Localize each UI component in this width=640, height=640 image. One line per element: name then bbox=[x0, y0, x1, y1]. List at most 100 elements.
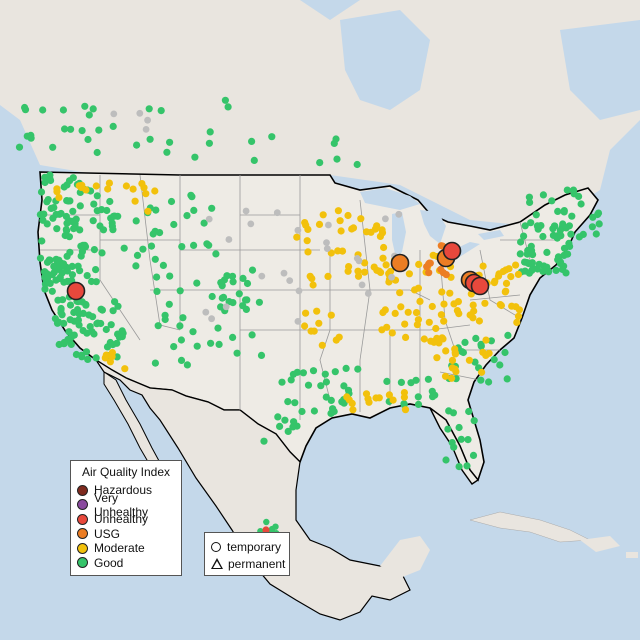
monitor-marker[interactable] bbox=[481, 299, 489, 307]
monitor-marker[interactable] bbox=[149, 230, 157, 238]
monitor-marker[interactable] bbox=[454, 298, 462, 306]
monitor-marker[interactable] bbox=[144, 207, 152, 215]
monitor-marker[interactable] bbox=[309, 367, 318, 375]
monitor-marker[interactable] bbox=[152, 206, 160, 214]
monitor-marker[interactable] bbox=[58, 311, 66, 319]
monitor-marker[interactable] bbox=[218, 294, 226, 302]
monitor-marker[interactable] bbox=[102, 325, 110, 334]
monitor-marker[interactable] bbox=[82, 348, 91, 356]
monitor-marker[interactable] bbox=[564, 250, 572, 258]
monitor-marker[interactable] bbox=[103, 206, 111, 215]
monitor-marker[interactable] bbox=[183, 361, 191, 369]
monitor-marker[interactable] bbox=[154, 322, 162, 330]
monitor-marker[interactable] bbox=[146, 135, 154, 143]
monitor-marker[interactable] bbox=[205, 241, 213, 249]
monitor-marker[interactable] bbox=[176, 322, 184, 330]
monitor-marker[interactable] bbox=[457, 435, 465, 443]
monitor-marker[interactable] bbox=[465, 407, 473, 416]
monitor-marker[interactable] bbox=[521, 258, 529, 266]
monitor-marker[interactable] bbox=[298, 407, 306, 416]
monitor-marker[interactable] bbox=[289, 423, 297, 431]
monitor-marker[interactable] bbox=[433, 354, 441, 362]
monitor-marker[interactable] bbox=[342, 364, 350, 372]
monitor-marker[interactable] bbox=[159, 261, 167, 269]
monitor-marker[interactable] bbox=[145, 105, 153, 113]
monitor-marker[interactable] bbox=[109, 212, 118, 220]
monitor-marker[interactable] bbox=[133, 141, 141, 149]
monitor-marker[interactable] bbox=[322, 378, 330, 386]
monitor-marker[interactable] bbox=[562, 224, 570, 232]
monitor-marker[interactable] bbox=[62, 225, 70, 234]
monitor-marker[interactable] bbox=[78, 127, 86, 135]
monitor-marker[interactable] bbox=[514, 312, 523, 320]
monitor-marker[interactable] bbox=[70, 308, 78, 317]
monitor-marker[interactable] bbox=[229, 278, 237, 286]
monitor-marker[interactable] bbox=[229, 333, 237, 341]
monitor-marker[interactable] bbox=[66, 316, 74, 324]
monitor-marker[interactable] bbox=[70, 331, 78, 339]
monitor-marker[interactable] bbox=[281, 416, 289, 424]
monitor-marker[interactable] bbox=[200, 219, 208, 227]
monitor-marker[interactable] bbox=[88, 328, 96, 336]
monitor-marker[interactable] bbox=[470, 417, 478, 425]
monitor-marker[interactable] bbox=[426, 259, 434, 267]
monitor-marker[interactable] bbox=[54, 296, 62, 304]
monitor-marker[interactable] bbox=[284, 427, 292, 435]
monitor-marker[interactable] bbox=[307, 327, 315, 335]
monitor-marker[interactable] bbox=[303, 237, 311, 245]
monitor-marker[interactable] bbox=[397, 378, 405, 386]
monitor-marker[interactable] bbox=[224, 103, 232, 111]
monitor-marker[interactable] bbox=[294, 318, 302, 325]
monitor-marker[interactable] bbox=[529, 251, 537, 259]
monitor-marker[interactable] bbox=[469, 451, 478, 459]
monitor-marker[interactable] bbox=[188, 193, 196, 201]
monitor-marker[interactable] bbox=[110, 110, 118, 118]
monitor-marker[interactable] bbox=[109, 122, 117, 130]
monitor-marker[interactable] bbox=[286, 277, 294, 284]
monitor-marker[interactable] bbox=[215, 340, 223, 348]
monitor-marker[interactable] bbox=[291, 399, 299, 407]
monitor-marker[interactable] bbox=[301, 322, 309, 330]
monitor-marker[interactable] bbox=[74, 316, 82, 324]
monitor-marker[interactable] bbox=[378, 326, 386, 334]
monitor-marker[interactable] bbox=[425, 269, 433, 277]
monitor-marker[interactable] bbox=[87, 277, 96, 286]
monitor-marker[interactable] bbox=[165, 300, 173, 308]
monitor-marker[interactable] bbox=[525, 193, 534, 201]
monitor-marker[interactable] bbox=[358, 281, 366, 289]
monitor-marker[interactable] bbox=[193, 279, 201, 287]
monitor-marker[interactable] bbox=[151, 359, 159, 367]
monitor-marker[interactable] bbox=[389, 396, 397, 404]
monitor-marker[interactable] bbox=[235, 290, 243, 298]
monitor-marker[interactable] bbox=[60, 319, 68, 327]
monitor-marker[interactable] bbox=[502, 279, 511, 287]
monitor-marker[interactable] bbox=[523, 250, 531, 258]
monitor-marker[interactable] bbox=[567, 230, 575, 238]
monitor-marker[interactable] bbox=[89, 217, 97, 225]
monitor-marker[interactable] bbox=[39, 106, 47, 114]
monitor-marker[interactable] bbox=[98, 306, 106, 314]
monitor-marker[interactable] bbox=[177, 336, 185, 344]
monitor-marker[interactable] bbox=[257, 351, 266, 359]
monitor-marker[interactable] bbox=[448, 374, 456, 382]
monitor-marker[interactable] bbox=[61, 231, 69, 240]
monitor-marker[interactable] bbox=[263, 518, 270, 526]
monitor-marker[interactable] bbox=[40, 210, 48, 218]
monitor-marker[interactable] bbox=[556, 226, 564, 234]
monitor-marker[interactable] bbox=[38, 237, 46, 245]
monitor-marker[interactable] bbox=[327, 311, 335, 319]
monitor-marker[interactable] bbox=[344, 386, 353, 394]
monitor-marker[interactable] bbox=[75, 182, 83, 190]
monitor-marker[interactable] bbox=[166, 138, 174, 146]
monitor-marker[interactable] bbox=[299, 369, 307, 377]
monitor-marker[interactable] bbox=[36, 254, 45, 262]
monitor-marker[interactable] bbox=[562, 269, 570, 277]
monitor-marker[interactable] bbox=[401, 320, 409, 328]
monitor-marker[interactable] bbox=[405, 270, 413, 278]
monitor-marker[interactable] bbox=[310, 407, 318, 415]
monitor-marker[interactable] bbox=[109, 341, 117, 349]
monitor-marker[interactable] bbox=[563, 186, 571, 194]
monitor-marker[interactable] bbox=[485, 378, 493, 386]
monitor-marker[interactable] bbox=[455, 310, 463, 318]
monitor-marker[interactable] bbox=[89, 105, 97, 113]
